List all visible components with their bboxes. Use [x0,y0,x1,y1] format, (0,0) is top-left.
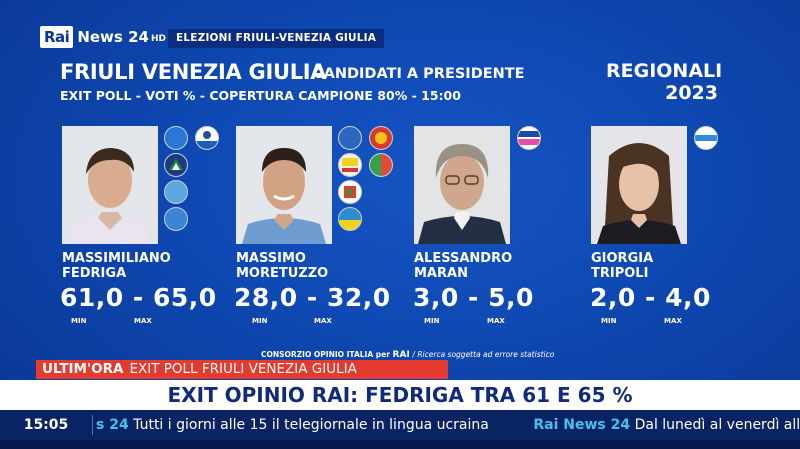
ticker-brand: Rai News 24 [533,417,631,433]
fratelli-d-italia-logo [164,153,188,177]
min-label: MIN [424,317,440,325]
candidate-first-name: MASSIMILIANO [62,251,171,266]
candidate-last-name: TRIPOLI [591,266,649,281]
news-ticker: 15:05 s 24 Tutti i giorni alle 15 il tel… [0,410,800,440]
alleanza-verdi-sinistra-logo [369,153,393,177]
candidate-photo-tripoli [591,126,687,244]
pd-logo [338,180,362,204]
bottom-strip [0,440,800,449]
subtitle: CANDIDATI A PRESIDENTE [313,66,525,82]
candidate-photo-moretuzzo [236,126,332,244]
ticker-brand: s 24 [96,417,129,433]
open-sinistra-logo [369,126,393,150]
candidate-first-name: ALESSANDRO [414,251,513,266]
ticker-scroll: s 24 Tutti i giorni alle 15 il telegiorn… [96,410,800,440]
patto-per-autonomia-logo [338,126,362,150]
year-label: 2023 [665,82,718,104]
vote-range-moretuzzo: 28,0 - 32,0 [234,283,391,312]
ultimora-bar: ULTIM'ORA EXIT POLL FRIULI VENEZIA GIULIA [36,360,448,379]
candidate-name-moretuzzo: MASSIMO MORETUZZO [236,251,396,281]
min-label: MIN [252,317,268,325]
vote-range-fedriga: 61,0 - 65,0 [60,283,217,312]
autonomia-logo [164,207,188,231]
ticker-text: Tutti i giorni alle 15 il telegiornale i… [133,417,489,433]
insieme-liberi-logo [694,126,718,150]
headline-bar: EXIT OPINIO RAI: FEDRIGA TRA 61 E 65 % [0,380,800,410]
regionali-label: REGIONALI [606,60,723,82]
ticker-time: 15:05 [0,410,92,440]
news24-label: News 24 [77,28,149,46]
candidate-last-name: FEDRIGA [62,266,127,281]
election-tag: ELEZIONI FRIULI-VENEZIA GIULIA [168,29,385,48]
region-title: FRIULI VENEZIA GIULIA [60,60,327,84]
ticker-divider [92,415,93,435]
candidate-first-name: GIORGIA [591,251,654,266]
ticker-text: Dal lunedì al venerdì alle 13.3 [634,417,800,433]
candidate-photo-fedriga [62,126,158,244]
vote-range-tripoli: 2,0 - 4,0 [590,283,711,312]
max-label: MAX [487,317,505,325]
exit-poll-info: EXIT POLL - VOTI % - COPERTURA CAMPIONE … [60,88,461,103]
candidate-last-name: MARAN [414,266,468,281]
hd-label: HD [150,34,166,44]
candidate-last-name: MORETUZZO [236,266,329,281]
channel-logo: Rai News 24 HD [40,24,166,50]
lega-logo [195,126,219,150]
candidate-name-tripoli: GIORGIA TRIPOLI [591,251,751,281]
m5s-logo [338,153,362,177]
max-label: MAX [314,317,332,325]
max-label: MAX [134,317,152,325]
candidate-first-name: MASSIMO [236,251,306,266]
candidate-name-fedriga: MASSIMILIANO FEDRIGA [62,251,222,281]
source-note: CONSORZIO OPINIO ITALIA per RAI / Ricerc… [261,350,554,360]
azione-italia-viva-logo [517,126,541,150]
ultimora-text: EXIT POLL FRIULI VENEZIA GIULIA [129,361,357,377]
forza-italia-logo [164,126,188,150]
source-prefix: CONSORZIO OPINIO ITALIA per [261,350,390,359]
ultimora-label: ULTIM'ORA [42,361,124,377]
min-label: MIN [601,317,617,325]
max-label: MAX [664,317,682,325]
min-label: MIN [71,317,87,325]
candidate-name-maran: ALESSANDRO MARAN [414,251,574,281]
candidate-photo-maran [414,126,510,244]
rai-logo: Rai [40,26,74,48]
source-disclaimer: / Ricerca soggetta ad errore statistico [412,350,555,359]
fedriga-list-logo [164,180,188,204]
vote-range-maran: 3,0 - 5,0 [413,283,534,312]
moretuzzo-presidente-logo [338,207,362,231]
source-rai: RAI [392,350,410,360]
